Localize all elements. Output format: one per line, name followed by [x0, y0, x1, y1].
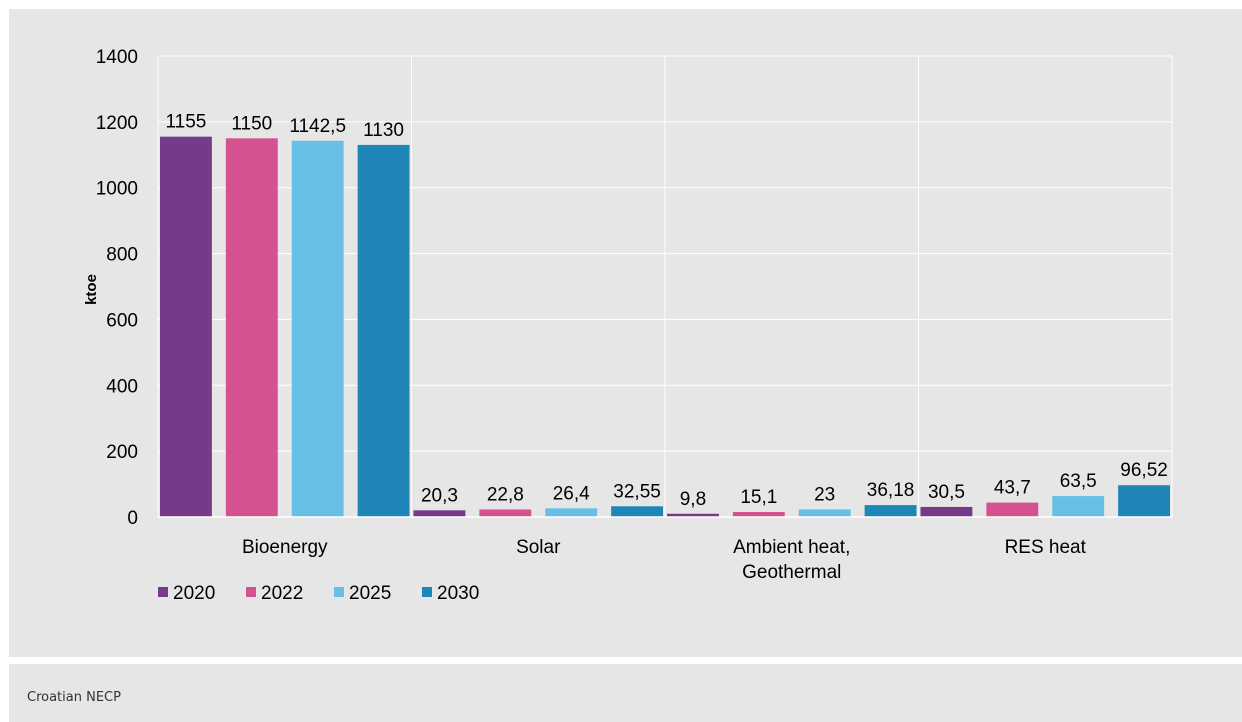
data-label: 1130 [363, 120, 404, 141]
y-tick-label: 0 [127, 508, 138, 529]
bar-2022 [479, 509, 532, 517]
data-label: 63,5 [1060, 471, 1097, 492]
bar-2030 [611, 506, 663, 517]
bar-2030 [1118, 485, 1170, 517]
data-label: 36,18 [867, 480, 915, 501]
bar-2022 [986, 502, 1039, 517]
legend-swatch [158, 587, 168, 597]
bar-2020 [160, 136, 212, 518]
x-tick-label: Ambient heat, [733, 537, 850, 558]
data-label: 30,5 [928, 482, 965, 503]
bars-layer [160, 136, 1170, 518]
data-label: 9,8 [680, 489, 706, 510]
bar-2030 [864, 505, 917, 517]
chart-panel: 1155 1150 1142,5 1130 20,3 22,8 26,4 32,55 9,8 15… [9, 9, 1242, 657]
data-label: 20,3 [421, 485, 458, 506]
x-tick-label: Bioenergy [242, 537, 328, 558]
y-tick-label: 200 [106, 442, 138, 463]
data-label: 23 [814, 484, 835, 505]
data-label: 22,8 [487, 484, 524, 505]
bar-2025 [545, 508, 598, 517]
source-footer: Croatian NECP [9, 664, 1242, 722]
legend-entry: 2022 [261, 583, 303, 604]
data-label: 15,1 [740, 487, 777, 508]
x-tick-label: RES heat [1005, 537, 1087, 558]
data-label: 26,4 [553, 483, 590, 504]
x-tick-label: Geothermal [742, 562, 841, 583]
data-label: 43,7 [994, 478, 1031, 499]
legend-swatch [422, 587, 432, 597]
legend: 2020 2022 2025 2030 [158, 583, 479, 604]
x-tick-label: Solar [516, 537, 561, 558]
bar-2020 [413, 510, 466, 517]
y-tick-label: 1000 [96, 179, 138, 200]
legend-swatch [334, 587, 344, 597]
y-tick-label: 1200 [96, 113, 138, 134]
bar-2020 [920, 506, 973, 517]
bar-2020 [667, 513, 719, 517]
source-text: Croatian NECP [27, 690, 121, 705]
y-tick-label: 400 [106, 376, 138, 397]
y-tick-label: 600 [106, 310, 138, 331]
data-label: 32,55 [613, 481, 661, 502]
bar-chart: 1155 1150 1142,5 1130 20,3 22,8 26,4 32,55 9,8 15… [83, 47, 1173, 604]
bar-2025 [291, 140, 344, 517]
y-tick-label: 1400 [96, 47, 138, 68]
bar-2025 [1052, 496, 1105, 517]
data-label: 96,52 [1120, 460, 1168, 481]
data-label: 1155 [166, 112, 207, 133]
labels-layer: 1155 1150 1142,5 1130 20,3 22,8 26,4 32,55 9,8 15… [166, 112, 1168, 510]
axis-layer: 0 200 400 600 800 1000 1200 1400 Bioenergy Solar A… [83, 47, 1172, 583]
bar-2022 [225, 138, 278, 518]
bar-2022 [732, 512, 785, 517]
data-label: 1150 [231, 113, 272, 134]
bar-2030 [357, 144, 410, 517]
y-axis-label: ktoe [83, 274, 100, 305]
y-tick-label: 800 [106, 245, 138, 266]
legend-entry: 2020 [173, 583, 215, 604]
legend-entry: 2030 [437, 583, 479, 604]
data-label: 1142,5 [289, 116, 346, 137]
bar-2025 [798, 509, 851, 517]
legend-swatch [246, 587, 256, 597]
legend-entry: 2025 [349, 583, 391, 604]
